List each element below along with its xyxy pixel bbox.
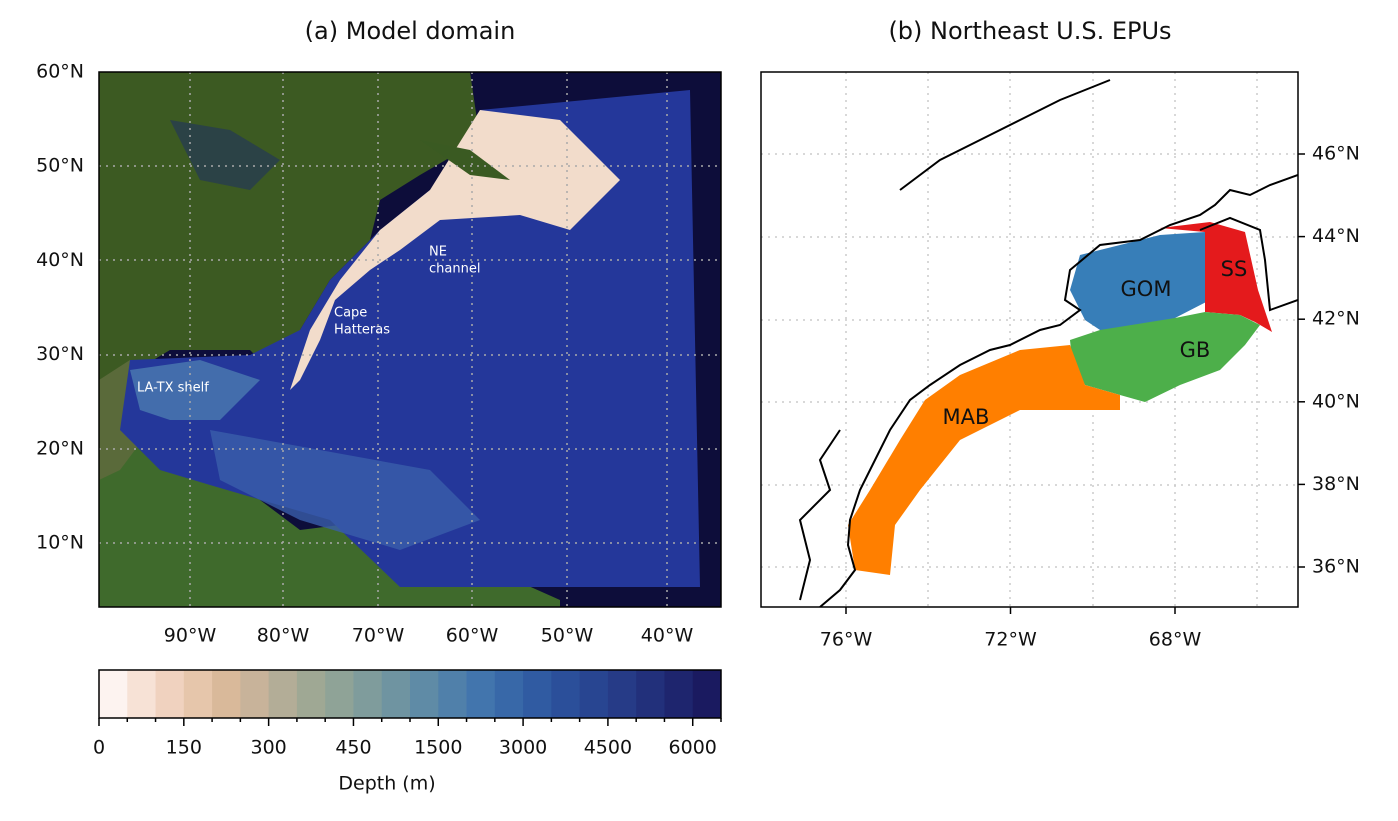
lon-tick-label: 68°W bbox=[1149, 629, 1202, 651]
frame bbox=[98, 71, 722, 608]
colorbar-bin bbox=[99, 670, 128, 718]
colorbar-bin bbox=[607, 670, 637, 718]
lat-tick-label: 40°N bbox=[1312, 390, 1360, 412]
colorbar-tick-label: 150 bbox=[166, 737, 202, 759]
lat-tick-label: 40°N bbox=[36, 249, 84, 271]
lat-tick-label: 38°N bbox=[1312, 473, 1360, 495]
lat-tick-label: 42°N bbox=[1312, 308, 1360, 330]
colorbar-bin bbox=[692, 670, 722, 718]
lat-tick-label: 44°N bbox=[1312, 225, 1360, 247]
colorbar-bin bbox=[268, 670, 298, 718]
panel-title: (b) Northeast U.S. EPUs bbox=[888, 17, 1171, 45]
colorbar-bin bbox=[636, 670, 665, 718]
colorbar-bin bbox=[325, 670, 354, 718]
lon-tick-label: 72°W bbox=[984, 629, 1037, 651]
region bbox=[1160, 222, 1272, 332]
colorbar-tick-label: 3000 bbox=[499, 737, 547, 759]
colorbar-tick-label: 4500 bbox=[584, 737, 632, 759]
colorbar-bin bbox=[410, 670, 439, 718]
colorbar-tick-label: 1500 bbox=[414, 737, 462, 759]
colorbar-tick-label: 450 bbox=[335, 737, 371, 759]
lon-tick-label: 80°W bbox=[257, 625, 310, 647]
region bbox=[848, 345, 1120, 575]
lon-tick-label: 90°W bbox=[164, 625, 217, 647]
colorbar-bin bbox=[183, 670, 213, 718]
colorbar-bin bbox=[579, 670, 609, 718]
annotation: LA-TX shelf bbox=[137, 381, 209, 396]
map-b bbox=[761, 72, 1298, 607]
region-label: GB bbox=[1180, 338, 1211, 362]
colorbar-bin bbox=[240, 670, 270, 718]
colorbar-tick-label: 0 bbox=[93, 737, 105, 759]
colorbar-label: Depth (m) bbox=[338, 773, 435, 795]
region-label: SS bbox=[1221, 257, 1248, 281]
lat-tick-label: 20°N bbox=[36, 437, 84, 459]
colorbar-bin bbox=[212, 670, 241, 718]
lon-tick-label: 76°W bbox=[820, 629, 873, 651]
lat-tick-label: 50°N bbox=[36, 155, 84, 177]
lat-tick-label: 60°N bbox=[36, 61, 84, 83]
lon-tick-label: 60°W bbox=[446, 625, 499, 647]
colorbar-bin bbox=[438, 670, 468, 718]
map-a bbox=[99, 72, 721, 607]
lon-tick-label: 50°W bbox=[541, 625, 594, 647]
colorbar-bin bbox=[523, 670, 552, 718]
colorbar-bin bbox=[466, 670, 496, 718]
region-label: GOM bbox=[1121, 277, 1172, 301]
panel-title: (a) Model domain bbox=[305, 17, 516, 45]
colorbar-bin bbox=[664, 670, 694, 718]
lat-tick-label: 10°N bbox=[36, 532, 84, 554]
annotation: Hatteras bbox=[334, 323, 390, 338]
region bbox=[1070, 232, 1210, 335]
colorbar-bin bbox=[353, 670, 383, 718]
frame bbox=[760, 71, 1299, 608]
lat-tick-label: 46°N bbox=[1312, 143, 1360, 165]
lon-tick-label: 40°W bbox=[641, 625, 694, 647]
annotation: NE bbox=[429, 245, 447, 260]
colorbar-bin bbox=[155, 670, 185, 718]
colorbar-bin bbox=[551, 670, 581, 718]
lat-tick-label: 30°N bbox=[36, 343, 84, 365]
colorbar-tick-label: 6000 bbox=[669, 737, 717, 759]
region bbox=[1070, 312, 1260, 402]
colorbar-bin bbox=[381, 670, 411, 718]
annotation: channel bbox=[429, 262, 480, 277]
lat-tick-label: 36°N bbox=[1312, 556, 1360, 578]
colorbar-bin bbox=[296, 670, 326, 718]
colorbar-bin bbox=[494, 670, 524, 718]
colorbar-tick-label: 300 bbox=[251, 737, 287, 759]
annotation: Cape bbox=[334, 306, 367, 321]
lon-tick-label: 70°W bbox=[352, 625, 405, 647]
colorbar-bin bbox=[127, 670, 157, 718]
region-label: MAB bbox=[943, 405, 990, 429]
